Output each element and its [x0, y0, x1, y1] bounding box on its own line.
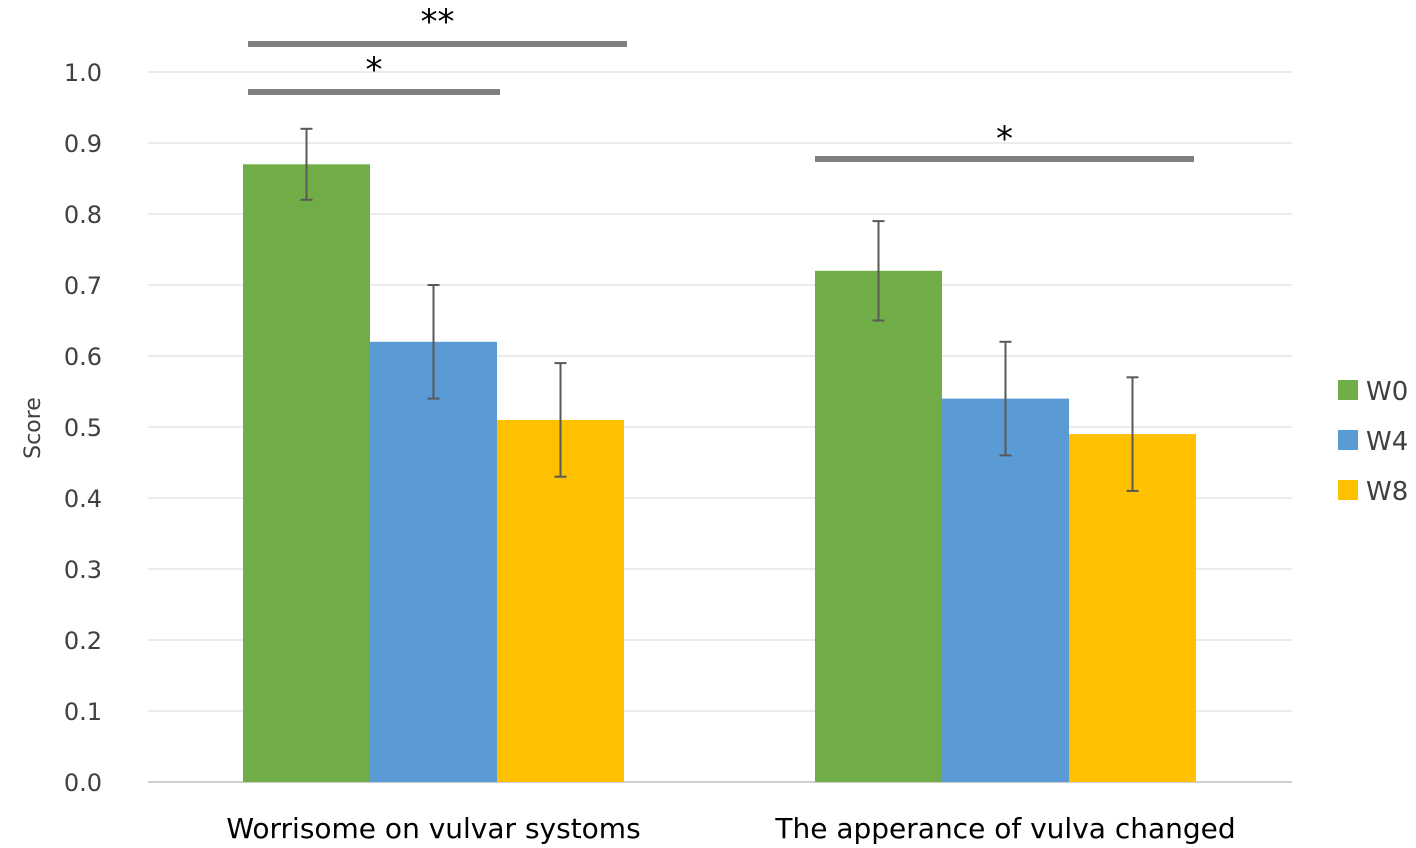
y-tick-label: 0.9 [64, 130, 102, 158]
y-tick-label: 0.0 [64, 769, 102, 797]
y-tick-label: 0.2 [64, 627, 102, 655]
y-tick-label: 0.3 [64, 556, 102, 584]
y-tick-label: 0.6 [64, 343, 102, 371]
bar-w0 [815, 270, 942, 782]
bar-w8 [1069, 434, 1196, 782]
significance-label: ** [421, 2, 455, 42]
x-category-label: The apperance of vulva changed [774, 812, 1235, 845]
y-tick-label: 0.4 [64, 485, 102, 513]
legend-swatch-w4 [1338, 430, 1358, 450]
y-tick-label: 0.8 [64, 201, 102, 229]
legend-swatch-w0 [1338, 380, 1358, 400]
bar-w0 [243, 164, 370, 783]
significance-label: * [996, 119, 1013, 159]
legend-label-w0: W0 [1366, 377, 1408, 407]
significance-annotations: **** [248, 2, 1194, 162]
bar-w4 [942, 398, 1069, 782]
bars [243, 164, 1196, 783]
error-bars [300, 127, 1139, 492]
legend: W0 W4 W8 [1338, 377, 1408, 507]
legend-label-w8: W8 [1366, 477, 1408, 507]
significance-label: * [366, 50, 383, 90]
legend-swatch-w8 [1338, 480, 1358, 500]
y-tick-label: 0.1 [64, 698, 102, 726]
y-tick-label: 0.5 [64, 414, 102, 442]
x-category-label: Worrisome on vulvar systoms [226, 812, 640, 845]
bar-w8 [497, 419, 624, 782]
y-tick-label: 0.7 [64, 272, 102, 300]
x-axis-categories: Worrisome on vulvar systoms The apperance… [226, 812, 1235, 845]
bar-w4 [370, 341, 497, 782]
legend-label-w4: W4 [1366, 427, 1408, 457]
y-axis-label: Score [21, 397, 46, 459]
y-axis: 0.0 0.1 0.2 0.3 0.4 0.5 0.6 0.7 0.8 0.9 1.0 [64, 59, 102, 797]
y-tick-label: 1.0 [64, 59, 102, 87]
